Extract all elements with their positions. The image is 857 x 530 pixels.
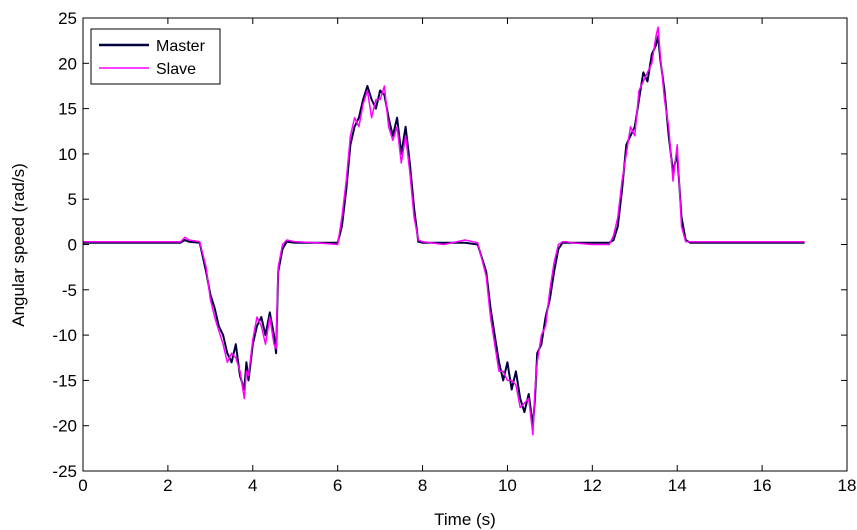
y-tick-label: 20 (58, 54, 77, 73)
x-tick-label: 0 (78, 476, 87, 495)
plot-area (83, 18, 847, 471)
y-tick-label: 5 (68, 190, 77, 209)
legend-label-master: Master (156, 38, 206, 55)
y-tick-label: -25 (52, 462, 77, 481)
x-tick-label: 16 (753, 476, 772, 495)
series-line-slave (83, 26, 805, 436)
y-tick-label: 25 (58, 9, 77, 28)
y-ticks: -25 -20 -15 -10 -5 0 5 10 15 20 25 (52, 9, 847, 481)
y-tick-label: 0 (68, 236, 77, 255)
y-tick-label: -20 (52, 417, 77, 436)
legend-label-slave: Slave (156, 61, 196, 78)
x-tick-label: 6 (333, 476, 342, 495)
x-tick-label: 18 (838, 476, 857, 495)
y-axis-title: Angular speed (rad/s) (9, 163, 28, 326)
x-tick-label: 10 (498, 476, 517, 495)
legend: Master Slave (90, 28, 221, 85)
x-tick-label: 8 (418, 476, 427, 495)
x-tick-label: 12 (583, 476, 602, 495)
y-tick-label: 15 (58, 100, 77, 119)
x-ticks: 0 2 4 6 8 10 12 14 16 18 (78, 18, 856, 495)
y-tick-label: 10 (58, 145, 77, 164)
x-tick-label: 2 (163, 476, 172, 495)
x-axis-title: Time (s) (434, 510, 496, 529)
y-tick-label: -10 (52, 326, 77, 345)
y-tick-label: -15 (52, 371, 77, 390)
series-layer (83, 26, 805, 436)
x-tick-label: 14 (668, 476, 687, 495)
y-tick-label: -5 (62, 281, 77, 300)
x-tick-label: 4 (248, 476, 257, 495)
legend-box (90, 28, 221, 85)
